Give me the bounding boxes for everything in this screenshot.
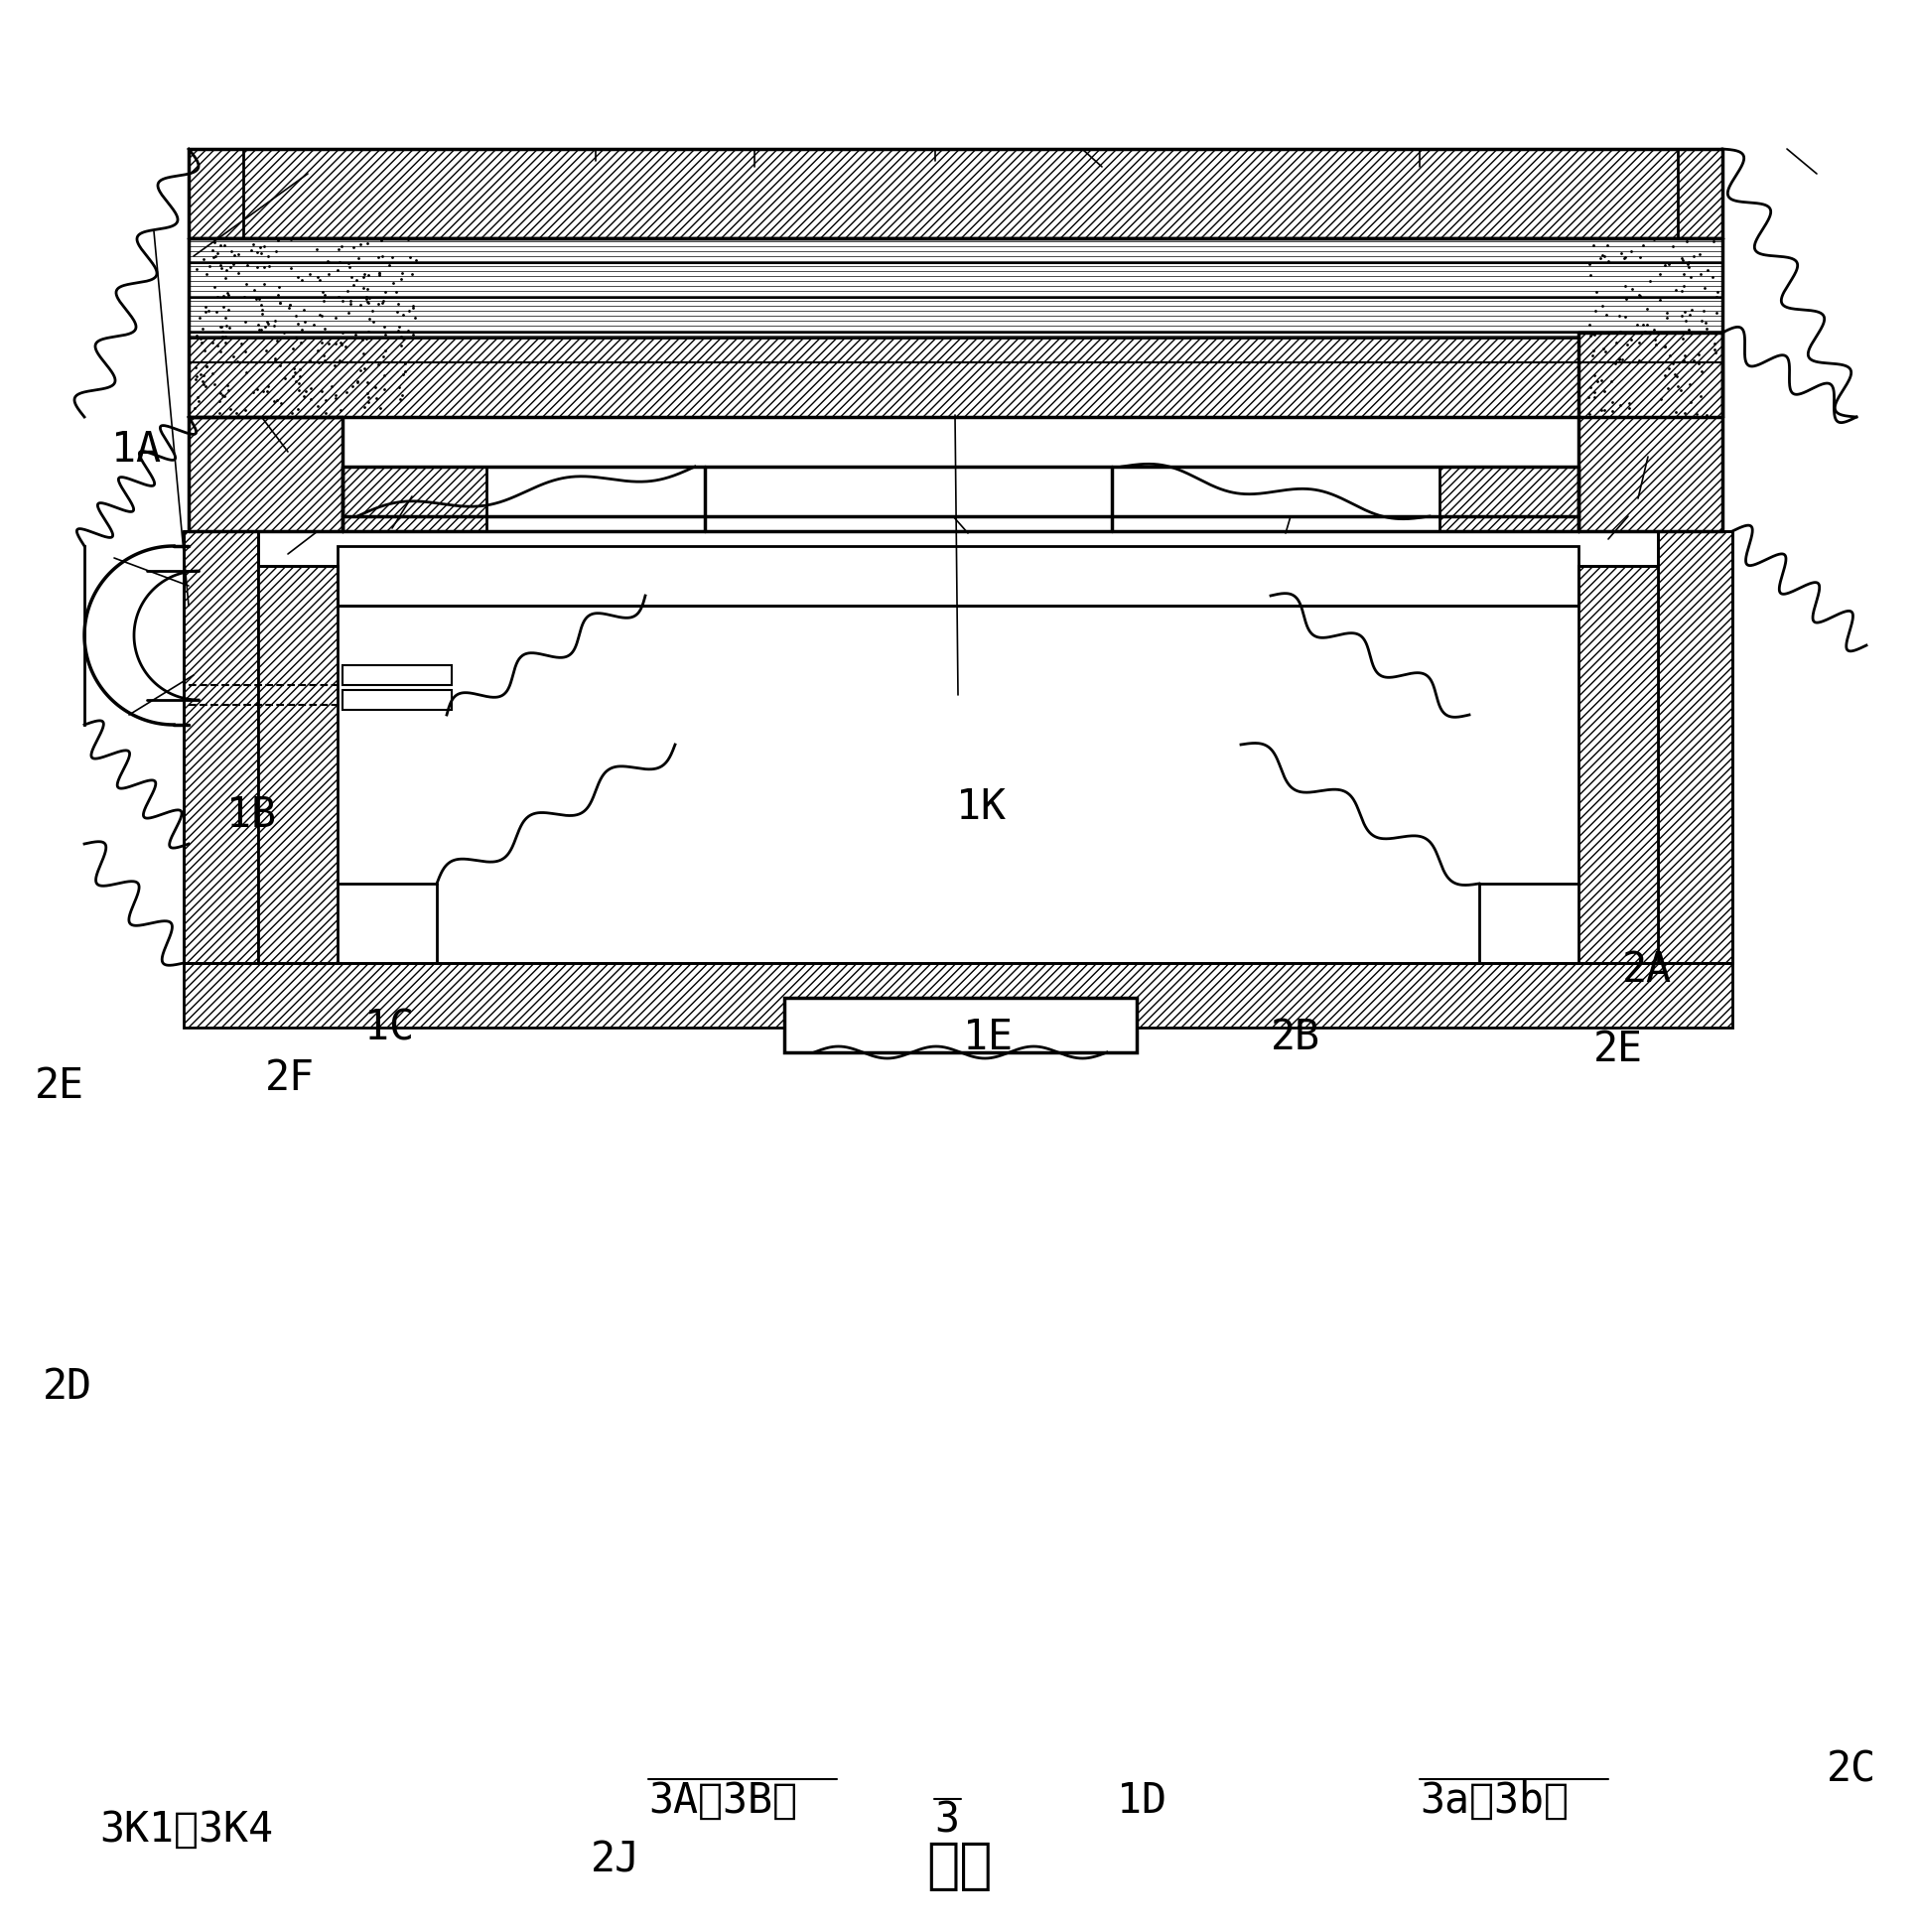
Text: 2A: 2A <box>1621 949 1671 991</box>
Text: 2C: 2C <box>1826 1748 1876 1791</box>
Bar <box>188 338 1722 417</box>
Text: 2F: 2F <box>265 1057 315 1099</box>
Bar <box>1438 468 1579 531</box>
Text: 3a（3b）: 3a（3b） <box>1419 1779 1569 1822</box>
Text: 2E: 2E <box>1592 1028 1642 1070</box>
Text: 1D: 1D <box>1116 1779 1166 1822</box>
Bar <box>188 149 1717 238</box>
Bar <box>1579 566 1657 962</box>
Text: 1C: 1C <box>364 1007 414 1049</box>
Bar <box>338 547 1579 605</box>
Text: 1K: 1K <box>955 786 1005 829</box>
Text: 1B: 1B <box>226 794 276 837</box>
Bar <box>1657 531 1732 962</box>
Text: 1E: 1E <box>963 1016 1013 1059</box>
Bar <box>188 149 244 238</box>
Bar <box>1676 149 1722 238</box>
Text: 2E: 2E <box>35 1065 84 1107</box>
Bar <box>341 690 451 709</box>
Text: 3K1－3K4: 3K1－3K4 <box>100 1808 274 1851</box>
Text: 3: 3 <box>934 1799 959 1841</box>
Text: 2D: 2D <box>42 1366 92 1408</box>
Bar <box>341 665 451 686</box>
Bar <box>1579 332 1722 531</box>
Text: 図１: 図１ <box>926 1839 992 1893</box>
Bar <box>184 531 259 962</box>
Text: 2J: 2J <box>591 1839 641 1882</box>
Bar <box>259 566 338 962</box>
Text: 1A: 1A <box>111 429 161 471</box>
Bar <box>188 417 341 531</box>
Text: 3A（3B）: 3A（3B） <box>648 1779 798 1822</box>
Text: 2B: 2B <box>1270 1016 1320 1059</box>
Bar <box>341 468 485 531</box>
Bar <box>784 997 1135 1053</box>
Bar <box>184 962 1732 1028</box>
